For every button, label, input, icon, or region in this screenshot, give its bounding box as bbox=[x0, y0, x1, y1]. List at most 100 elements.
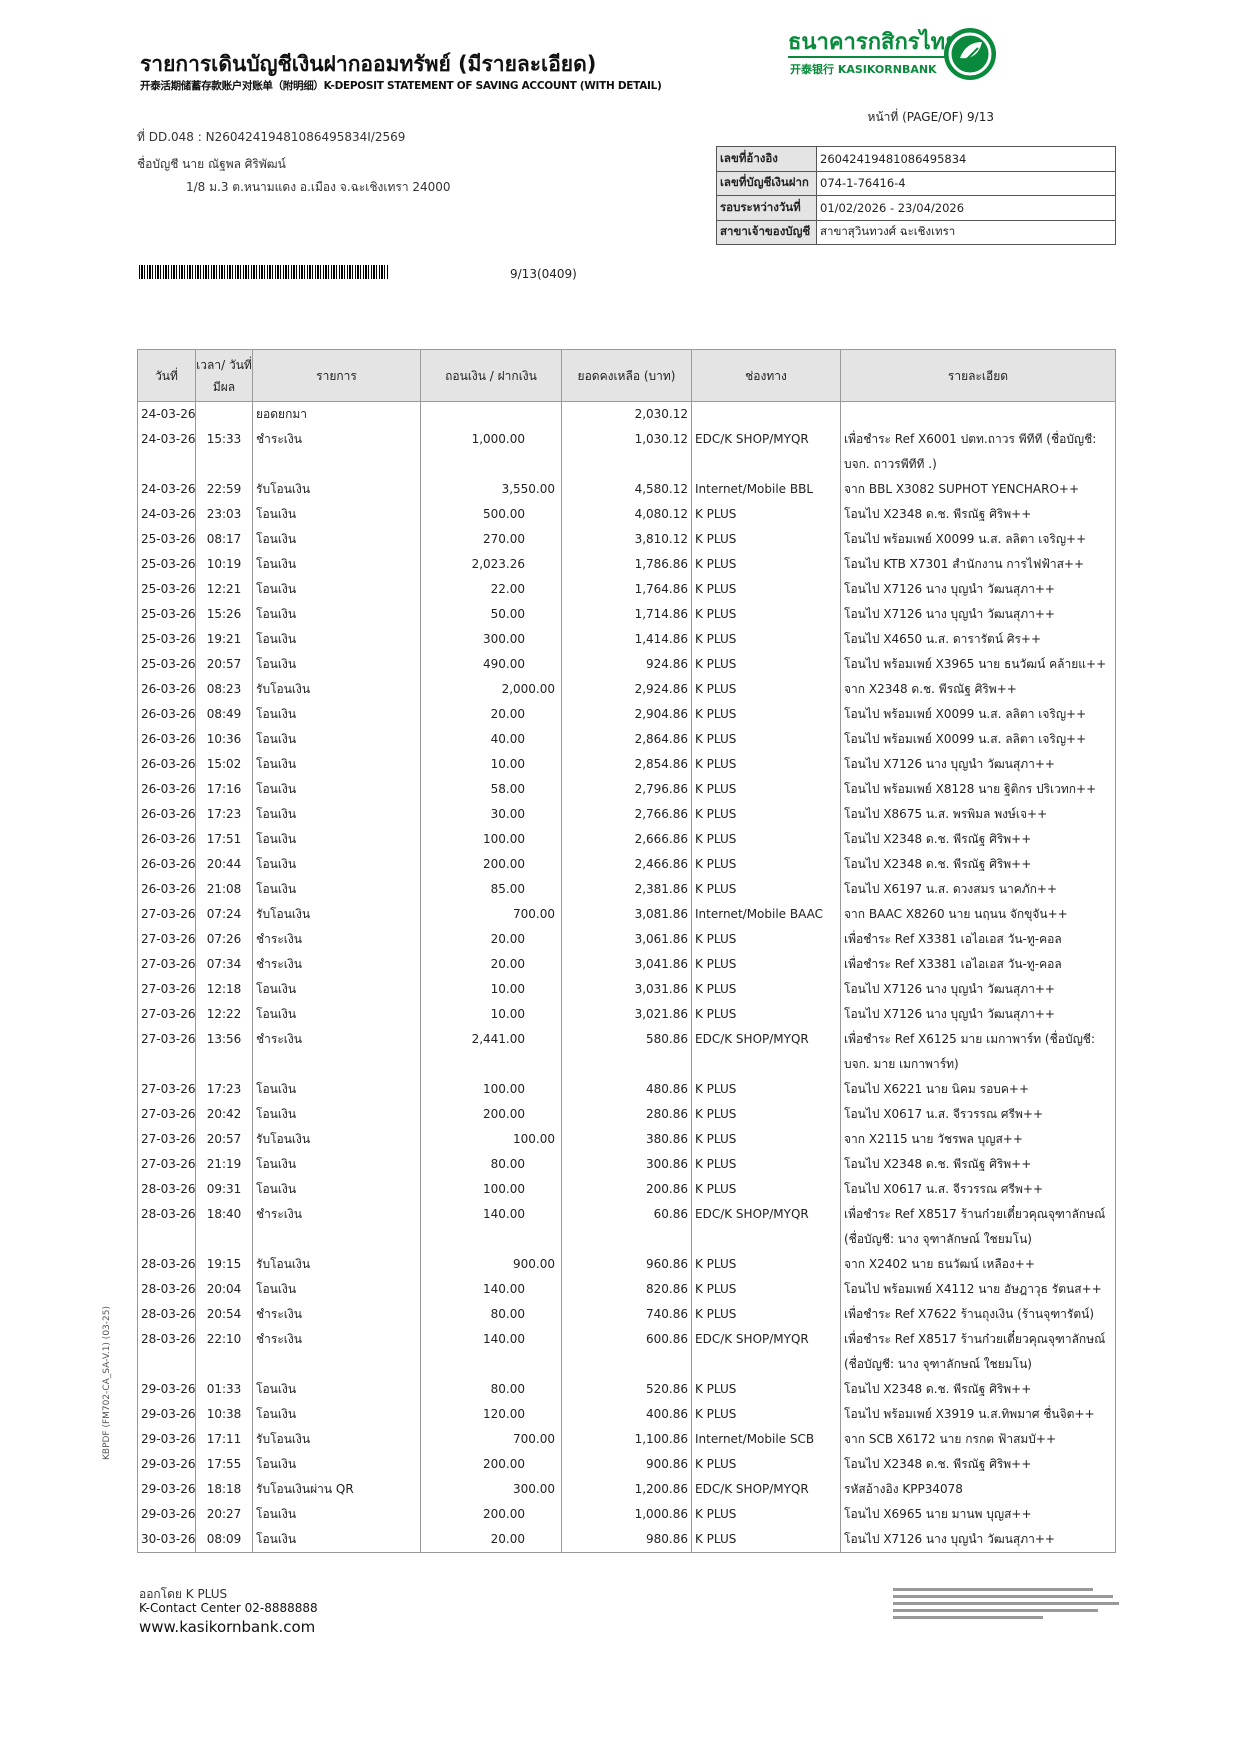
cell-date: 26-03-26 bbox=[137, 877, 196, 902]
cell-balance: 2,030.12 bbox=[561, 401, 692, 427]
info-row: เลขที่อ้างอิง 26042419481086495834 bbox=[716, 146, 1116, 172]
table-row: 26-03-26 21:08 โอนเงิน 85.00 2,381.86 K … bbox=[137, 877, 1116, 902]
cell-type: โอนเงิน bbox=[252, 1402, 421, 1427]
cell-amount: 85.00 bbox=[420, 877, 562, 902]
cell-balance: 1,100.86 bbox=[561, 1427, 692, 1452]
cell-channel: K PLUS bbox=[691, 1077, 841, 1102]
cell-balance: 200.86 bbox=[561, 1177, 692, 1202]
cell-balance: 2,854.86 bbox=[561, 752, 692, 777]
cell-date: 29-03-26 bbox=[137, 1402, 196, 1427]
cell-date: 25-03-26 bbox=[137, 577, 196, 602]
footer-website[interactable]: www.kasikornbank.com bbox=[139, 1618, 316, 1636]
cell-balance: 2,796.86 bbox=[561, 777, 692, 802]
footer-issued-by: ออกโดย K PLUS bbox=[139, 1587, 228, 1601]
cell-channel: EDC/K SHOP/MYQR bbox=[691, 1027, 841, 1077]
cell-channel: K PLUS bbox=[691, 1177, 841, 1202]
cell-balance: 580.86 bbox=[561, 1027, 692, 1077]
cell-detail: โอนไป X4650 น.ส. ดารารัตน์ ศิร++ bbox=[840, 627, 1116, 652]
cell-detail: จาก X2348 ด.ช. พีรณัฐ ศิริพ++ bbox=[840, 677, 1116, 702]
cell-channel: EDC/K SHOP/MYQR bbox=[691, 1202, 841, 1252]
barcode bbox=[139, 265, 389, 279]
bank-logo-text: ธนาคารกสิกรไทย bbox=[788, 30, 959, 58]
cell-time: 17:55 bbox=[195, 1452, 253, 1477]
account-address: 1/8 ม.3 ต.หนามแดง อ.เมือง จ.ฉะเชิงเทรา 2… bbox=[186, 180, 451, 194]
cell-channel: K PLUS bbox=[691, 777, 841, 802]
table-row: 28-03-26 20:54 ชำระเงิน 80.00 740.86 K P… bbox=[137, 1302, 1116, 1327]
cell-balance: 4,580.12 bbox=[561, 477, 692, 502]
cell-type: โอนเงิน bbox=[252, 777, 421, 802]
cell-channel: K PLUS bbox=[691, 1002, 841, 1027]
cell-amount: 100.00 bbox=[420, 1127, 562, 1152]
info-row: เลขที่บัญชีเงินฝาก 074-1-76416-4 bbox=[716, 170, 1116, 196]
cell-detail: โอนไป พร้อมเพย์ X0099 น.ส. ลลิตา เจริญ++ bbox=[840, 727, 1116, 752]
cell-channel: K PLUS bbox=[691, 727, 841, 752]
cell-time: 08:23 bbox=[195, 677, 253, 702]
cell-balance: 2,381.86 bbox=[561, 877, 692, 902]
cell-date: 24-03-26 bbox=[137, 502, 196, 527]
cell-detail: จาก BBL X3082 SUPHOT YENCHARO++ bbox=[840, 477, 1116, 502]
cell-date: 27-03-26 bbox=[137, 1077, 196, 1102]
cell-type: โอนเงิน bbox=[252, 1077, 421, 1102]
cell-type: ชำระเงิน bbox=[252, 427, 421, 477]
cell-amount: 20.00 bbox=[420, 702, 562, 727]
cell-detail: รหัสอ้างอิง KPP34078 bbox=[840, 1477, 1116, 1502]
table-row: 27-03-26 21:19 โอนเงิน 80.00 300.86 K PL… bbox=[137, 1152, 1116, 1177]
cell-type: โอนเงิน bbox=[252, 602, 421, 627]
cell-time: 13:56 bbox=[195, 1027, 253, 1077]
cell-time: 07:24 bbox=[195, 902, 253, 927]
cell-time: 21:08 bbox=[195, 877, 253, 902]
page-subtitle: 开泰活期储蓄存款账户对账单（附明细）K-DEPOSIT STATEMENT OF… bbox=[140, 80, 662, 92]
cell-balance: 820.86 bbox=[561, 1277, 692, 1302]
cell-detail: โอนไป X7126 นาง บุญนำ วัฒนสุภา++ bbox=[840, 977, 1116, 1002]
cell-type: รับโอนเงิน bbox=[252, 1427, 421, 1452]
cell-type: รับโอนเงิน bbox=[252, 1127, 421, 1152]
column-header: ช่องทาง bbox=[691, 349, 841, 402]
info-row: สาขาเจ้าของบัญชี สาขาสุวินทวงศ์ ฉะเชิงเทร… bbox=[716, 219, 1116, 245]
cell-date: 29-03-26 bbox=[137, 1502, 196, 1527]
cell-balance: 960.86 bbox=[561, 1252, 692, 1277]
table-row: 29-03-26 01:33 โอนเงิน 80.00 520.86 K PL… bbox=[137, 1377, 1116, 1402]
cell-date: 26-03-26 bbox=[137, 802, 196, 827]
cell-amount: 40.00 bbox=[420, 727, 562, 752]
cell-amount: 100.00 bbox=[420, 1177, 562, 1202]
cell-channel: K PLUS bbox=[691, 677, 841, 702]
cell-date: 26-03-26 bbox=[137, 702, 196, 727]
cell-type: ชำระเงิน bbox=[252, 1202, 421, 1252]
cell-type: รับโอนเงิน bbox=[252, 1252, 421, 1277]
table-row: 25-03-26 08:17 โอนเงิน 270.00 3,810.12 K… bbox=[137, 527, 1116, 552]
cell-date: 27-03-26 bbox=[137, 1002, 196, 1027]
cell-balance: 3,810.12 bbox=[561, 527, 692, 552]
cell-type: โอนเงิน bbox=[252, 977, 421, 1002]
cell-time: 15:33 bbox=[195, 427, 253, 477]
cell-channel: K PLUS bbox=[691, 627, 841, 652]
cell-detail: โอนไป พร้อมเพย์ X0099 น.ส. ลลิตา เจริญ++ bbox=[840, 527, 1116, 552]
info-value: 26042419481086495834 bbox=[816, 146, 1116, 172]
cell-detail: โอนไป X7126 นาง บุญนำ วัฒนสุภา++ bbox=[840, 752, 1116, 777]
cell-date: 27-03-26 bbox=[137, 1102, 196, 1127]
cell-channel: K PLUS bbox=[691, 1527, 841, 1553]
cell-date: 28-03-26 bbox=[137, 1302, 196, 1327]
cell-detail: โอนไป X2348 ด.ช. พีรณัฐ ศิริพ++ bbox=[840, 827, 1116, 852]
cell-time: 22:59 bbox=[195, 477, 253, 502]
cell-time: 12:21 bbox=[195, 577, 253, 602]
cell-amount: 80.00 bbox=[420, 1302, 562, 1327]
cell-amount: 22.00 bbox=[420, 577, 562, 602]
cell-detail: โอนไป X2348 ด.ช. พีรณัฐ ศิริพ++ bbox=[840, 852, 1116, 877]
cell-detail bbox=[840, 401, 1116, 427]
cell-balance: 3,031.86 bbox=[561, 977, 692, 1002]
cell-balance: 3,061.86 bbox=[561, 927, 692, 952]
cell-date: 25-03-26 bbox=[137, 527, 196, 552]
cell-balance: 1,030.12 bbox=[561, 427, 692, 477]
cell-amount: 20.00 bbox=[420, 927, 562, 952]
cell-time: 21:19 bbox=[195, 1152, 253, 1177]
cell-amount: 20.00 bbox=[420, 952, 562, 977]
info-label: สาขาเจ้าของบัญชี bbox=[716, 219, 817, 245]
cell-time: 08:17 bbox=[195, 527, 253, 552]
cell-type: โอนเงิน bbox=[252, 1452, 421, 1477]
cell-type: โอนเงิน bbox=[252, 1527, 421, 1553]
cell-detail: จาก BAAC X8260 นาย นฤนน จักขุจัน++ bbox=[840, 902, 1116, 927]
fine-print-line bbox=[893, 1595, 1113, 1598]
cell-detail: โอนไป X2348 ด.ช. พีรณัฐ ศิริพ++ bbox=[840, 1377, 1116, 1402]
cell-time: 09:31 bbox=[195, 1177, 253, 1202]
cell-balance: 400.86 bbox=[561, 1402, 692, 1427]
